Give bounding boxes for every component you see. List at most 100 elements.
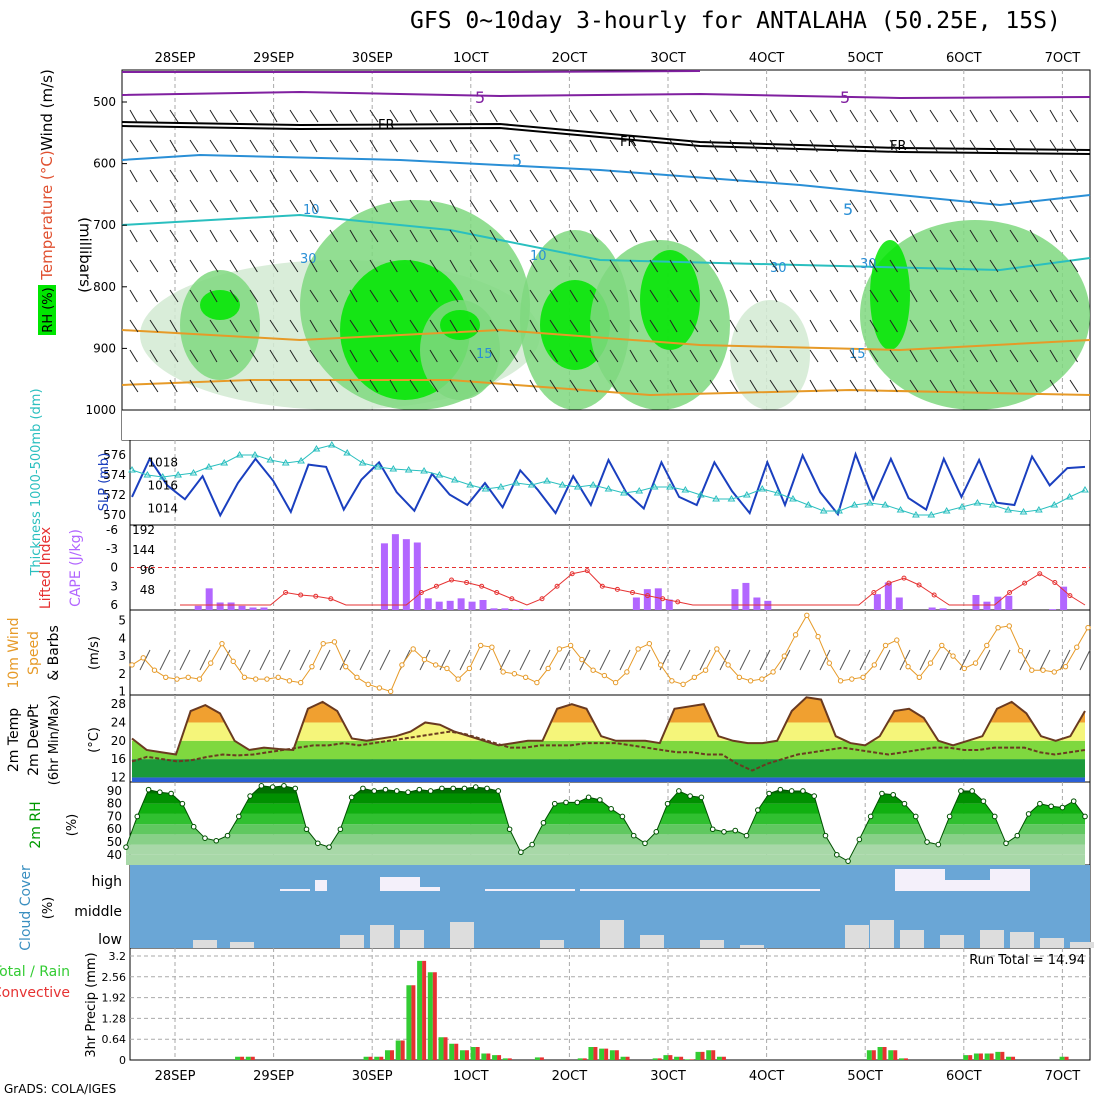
wind-point-33 xyxy=(500,669,506,675)
barb-0-17 xyxy=(469,109,478,123)
rh-point-45 xyxy=(630,832,637,839)
barb-9-34 xyxy=(809,379,818,393)
thickness-point-4 xyxy=(189,469,198,476)
barb-4-11 xyxy=(349,229,358,243)
precip-conv-bar-70 xyxy=(882,1047,887,1060)
barb-4-31 xyxy=(749,229,759,243)
wind-tick-0: 5 xyxy=(118,614,126,628)
barb-7-18 xyxy=(489,319,499,333)
thickness-point-36 xyxy=(681,486,690,493)
barb-5-15 xyxy=(429,259,439,273)
barb-3-8 xyxy=(289,199,299,213)
cape-bar-31 xyxy=(895,597,903,610)
top-day-label-8: 6OCT xyxy=(946,51,982,66)
barb-7-13 xyxy=(389,319,398,333)
barb-8-33 xyxy=(789,349,799,363)
barb-7-12 xyxy=(369,319,379,333)
cloud-low-bar-8 xyxy=(640,935,664,948)
wind-point-61 xyxy=(815,633,821,640)
thickness-point-54 xyxy=(958,503,966,510)
barb-4-9 xyxy=(309,229,319,243)
isotherm-2 xyxy=(121,121,1091,151)
barb-1-35 xyxy=(829,139,839,153)
temp-band-2 xyxy=(132,740,1085,760)
temp-ylabel-3: (6hr Min/Max) xyxy=(47,695,62,785)
wind-point-1 xyxy=(140,655,146,661)
slp-right-tick-1: 1016 xyxy=(147,478,178,492)
barb-0-47 xyxy=(1069,109,1079,123)
barb-3-36 xyxy=(849,199,859,213)
barb-4-29 xyxy=(709,229,718,243)
barb-8-13 xyxy=(389,349,399,363)
thickness-point-15 xyxy=(358,459,367,466)
barb-5-9 xyxy=(309,259,318,273)
barb-0-0 xyxy=(129,109,138,123)
rh-point-35 xyxy=(518,849,524,856)
barb-2-34 xyxy=(809,169,819,183)
rh-point-78 xyxy=(1003,840,1009,847)
barb-5-20 xyxy=(529,259,538,273)
barb-0-2 xyxy=(169,109,179,123)
barb-8-16 xyxy=(449,349,459,363)
barb10-7 xyxy=(279,649,291,671)
cape-bar-16 xyxy=(479,600,487,610)
cape-bar-4 xyxy=(238,605,246,610)
barb-7-34 xyxy=(809,319,818,333)
li-point-28 xyxy=(599,583,605,589)
rh-point-51 xyxy=(698,794,705,801)
barb-8-5 xyxy=(229,349,239,363)
barb10-22 xyxy=(579,649,591,671)
wind-point-77 xyxy=(995,625,1001,631)
barb-1-2 xyxy=(169,139,178,153)
barb-8-11 xyxy=(349,349,358,363)
temp-tick-2: 20 xyxy=(111,734,126,748)
li-point-21 xyxy=(494,590,500,595)
precip-total-bar-80 xyxy=(984,1053,990,1060)
precip-tick-3: 1.28 xyxy=(102,1012,127,1025)
cape-right-tick-3: 48 xyxy=(140,583,155,597)
wind-point-31 xyxy=(477,642,484,649)
barb-1-22 xyxy=(569,139,579,153)
barb-4-15 xyxy=(429,229,438,243)
barb-9-29 xyxy=(709,379,719,393)
barb-9-33 xyxy=(789,379,799,393)
barb-6-44 xyxy=(1009,289,1019,303)
barb-3-19 xyxy=(509,199,518,213)
barb-2-3 xyxy=(189,169,198,183)
barb-6-12 xyxy=(369,289,379,303)
barb-5-28 xyxy=(689,259,699,273)
bottom-day-label-2: 30SEP xyxy=(352,1069,393,1084)
barb-3-6 xyxy=(249,199,258,213)
wind-ylabel-3: & Barbs xyxy=(46,625,62,681)
barb-1-21 xyxy=(549,139,559,153)
contour-label-9: 15 xyxy=(476,347,493,362)
cape-bar-18 xyxy=(501,608,509,610)
thickness-point-24 xyxy=(497,483,505,490)
barb-4-22 xyxy=(569,229,578,243)
thickness-point-46 xyxy=(835,507,843,514)
rh-point-9 xyxy=(224,832,231,839)
barb-5-25 xyxy=(629,259,639,273)
barb-4-25 xyxy=(629,229,638,243)
thickness-point-7 xyxy=(235,451,244,458)
cloud-low-bar-2 xyxy=(340,935,364,948)
precip-total-bar-44 xyxy=(599,1048,605,1060)
thickness-point-18 xyxy=(404,466,413,473)
thickness-point-10 xyxy=(281,459,290,466)
barb-3-47 xyxy=(1069,199,1079,213)
barb-9-43 xyxy=(989,379,999,393)
barb-1-3 xyxy=(189,139,199,153)
rh-band-low xyxy=(126,854,1085,865)
barb-4-46 xyxy=(1049,229,1058,243)
slp-left-tick-3: 570 xyxy=(103,508,126,522)
barb-6-29 xyxy=(709,289,718,303)
barb-7-20 xyxy=(529,319,538,333)
barb-3-27 xyxy=(669,199,678,213)
barb-9-37 xyxy=(869,379,878,393)
wind-point-71 xyxy=(927,660,934,666)
barb-2-21 xyxy=(549,169,558,183)
barb-2-33 xyxy=(789,169,799,183)
temp-ylabel-4: (°C) xyxy=(87,727,102,753)
barb-6-41 xyxy=(949,289,959,303)
thickness-point-6 xyxy=(220,459,229,466)
